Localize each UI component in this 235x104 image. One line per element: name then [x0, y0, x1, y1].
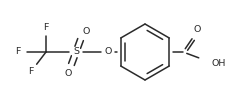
- Text: O: O: [82, 27, 90, 35]
- Text: F: F: [43, 24, 49, 32]
- Text: O: O: [64, 69, 72, 77]
- Text: O: O: [104, 48, 112, 56]
- Text: S: S: [73, 48, 79, 56]
- Text: F: F: [28, 66, 34, 76]
- Text: F: F: [15, 48, 21, 56]
- Text: O: O: [193, 25, 201, 35]
- Text: OH: OH: [211, 58, 225, 67]
